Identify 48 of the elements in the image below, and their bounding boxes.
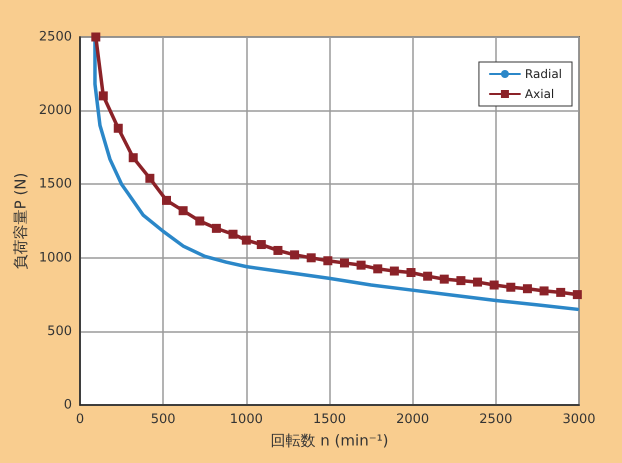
point (228, 230, 238, 239)
x-tick-label: 2500 (479, 412, 512, 427)
x-tick-label: 2000 (396, 412, 430, 427)
y-axis-title: 負荷容量P (N) (12, 172, 30, 270)
legend-label: Radial (524, 67, 562, 81)
point (356, 260, 366, 270)
point (323, 256, 332, 266)
point (540, 286, 549, 296)
point (128, 153, 138, 162)
y-tick-label: 2500 (38, 30, 72, 44)
point (423, 272, 432, 281)
point (242, 236, 251, 245)
point (506, 282, 516, 292)
point (290, 250, 300, 260)
point (406, 268, 416, 278)
point (306, 253, 316, 262)
y-tick-label: 0 (64, 398, 72, 412)
x-tick-label: 1000 (230, 412, 263, 427)
x-tick-label: 0 (76, 412, 84, 427)
y-tick-label: 2000 (38, 103, 72, 118)
point (195, 216, 204, 226)
x-tick-label: 3000 (562, 412, 596, 427)
point (162, 196, 171, 205)
x-axis-title: 回転数 n (min⁻¹) (270, 432, 388, 450)
point (114, 124, 123, 133)
y-tick-label: 1000 (38, 250, 72, 266)
legend-label: Axial (524, 87, 554, 101)
point (340, 258, 349, 268)
point (256, 240, 266, 250)
point (473, 278, 482, 287)
point (145, 174, 154, 183)
point (212, 224, 221, 233)
point (572, 290, 582, 300)
point (456, 276, 466, 286)
point (178, 206, 188, 216)
y-tick-label: 1500 (38, 176, 72, 192)
point (490, 280, 499, 290)
point (98, 91, 108, 100)
x-tick-label: 1500 (312, 412, 346, 427)
point (373, 264, 382, 274)
point (522, 284, 532, 294)
point (91, 32, 100, 42)
x-tick-label: 500 (150, 412, 176, 427)
point (556, 288, 566, 297)
point (440, 274, 449, 284)
point (273, 246, 282, 255)
y-tick-label: 500 (47, 324, 72, 339)
point (390, 266, 399, 276)
